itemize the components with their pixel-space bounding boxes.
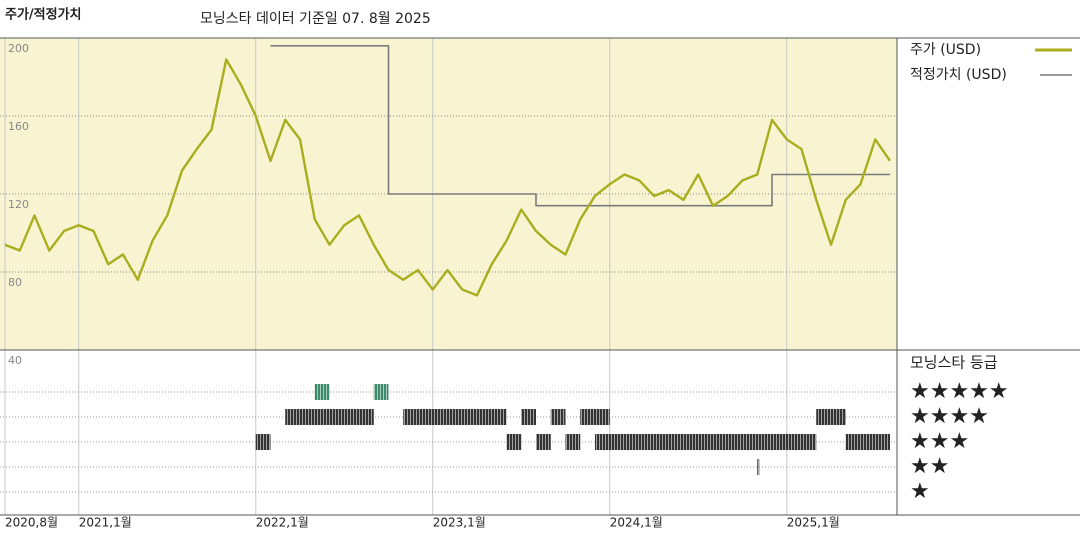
- y-tick-label: 80: [8, 276, 22, 289]
- rating-label: ★: [910, 479, 930, 504]
- rating-label: ★★★: [910, 429, 969, 454]
- y-tick-label: 160: [8, 120, 29, 133]
- legend-label: 적정가치 (USD): [910, 67, 1007, 83]
- rating-bar-texture: [314, 384, 330, 400]
- legend-label: 주가 (USD): [910, 42, 981, 58]
- rating-bar-texture: [521, 409, 536, 425]
- rating-bar-texture: [816, 409, 846, 425]
- rating-bar-texture: [757, 459, 760, 475]
- rating-bar-texture: [550, 409, 566, 425]
- x-tick-label: 2020,8월: [5, 516, 58, 530]
- rating-bar-texture: [536, 434, 551, 450]
- x-tick-label: 2021,1월: [79, 516, 132, 530]
- rating-label: ★★★★: [910, 404, 989, 429]
- rating-bar-texture: [255, 434, 271, 450]
- price-line: [4, 58, 891, 297]
- plot-area: 2020,8월 2021,1월 2022,1월 2023,1월 2024,1월 2025,…: [0, 38, 897, 530]
- rating-label: ★★★★★: [910, 379, 1009, 404]
- rating-bar-texture: [565, 434, 581, 450]
- fair-value-line: [270, 45, 890, 207]
- rating-bar-texture: [373, 384, 389, 400]
- rating-bar-texture: [580, 409, 610, 425]
- rating-bar-texture: [403, 409, 507, 425]
- y-tick-label: 200: [8, 42, 29, 55]
- x-tick-label: 2022,1월: [256, 516, 309, 530]
- rating-bar-texture: [506, 434, 522, 450]
- x-tick-label: 2025,1월: [787, 516, 840, 530]
- x-tick-label: 2023,1월: [433, 516, 486, 530]
- rating-bar-texture: [285, 409, 374, 425]
- rating-label: ★★: [910, 454, 949, 479]
- chart-title: 주가/적정가치: [5, 7, 82, 23]
- chart-subtitle: 모닝스타 데이터 기준일 07. 8월 2025: [200, 11, 431, 27]
- y-tick-label: 120: [8, 198, 29, 211]
- y-tick-label: 40: [8, 354, 22, 367]
- ratings-title: 모닝스타 등급: [910, 354, 998, 372]
- x-tick-label: 2024,1월: [610, 516, 663, 530]
- rating-bar-texture: [595, 434, 817, 450]
- rating-bar-texture: [845, 434, 890, 450]
